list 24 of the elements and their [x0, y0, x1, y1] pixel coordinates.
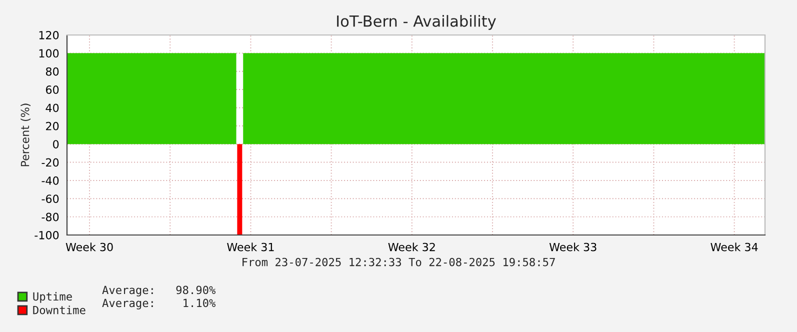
legend-label: Downtime — [33, 306, 86, 314]
y-tick-label: 20 — [46, 122, 59, 130]
x-tick-label: Week 32 — [388, 242, 435, 252]
y-tick-label: 120 — [39, 30, 59, 40]
text: From 23-07-2025 12:32:33 To 22-08-2025 19:58:57 — [242, 258, 555, 266]
x-tick-label: Week 34 — [710, 242, 758, 252]
text: Average: 1.10% — [102, 298, 216, 310]
x-tick-label: Week 30 — [66, 242, 113, 252]
y-tick-label: 100 — [39, 49, 59, 58]
y-tick-label: 80 — [46, 67, 59, 76]
y-tick-label: -80 — [42, 212, 59, 222]
y-tick-label: 0 — [53, 140, 59, 148]
y-tick-label: 40 — [46, 104, 59, 112]
chart-title: IoT-Bern - Availability — [337, 15, 496, 30]
text: Average: 98.90% — [102, 286, 216, 296]
y-axis-title: Percent (%) — [20, 104, 31, 166]
legend-label: Uptime — [33, 292, 72, 303]
y-tick-label: -100 — [34, 230, 59, 240]
y-tick-label: 60 — [46, 86, 59, 94]
y-tick-label: -60 — [42, 194, 59, 204]
x-tick-label: Week 31 — [227, 242, 274, 252]
y-tick-label: -20 — [42, 158, 59, 167]
x-tick-label: Week 33 — [549, 242, 596, 252]
y-tick-label: -40 — [42, 176, 59, 185]
